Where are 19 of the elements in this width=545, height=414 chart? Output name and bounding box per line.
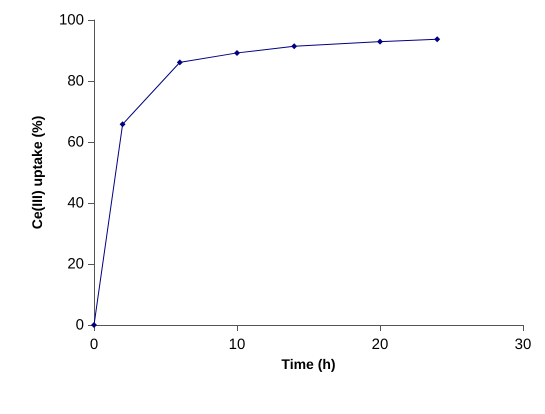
y-tick-label: 20 xyxy=(67,256,84,272)
y-tick-label: 0 xyxy=(76,316,84,334)
point xyxy=(434,36,440,42)
point xyxy=(291,43,298,50)
point xyxy=(234,50,240,56)
y-tick-label: 100 xyxy=(58,12,84,28)
y-axis-title: Ce(III) uptake (%) xyxy=(29,116,45,230)
y-tick-label: 40 xyxy=(67,194,84,212)
x-tick-label: 10 xyxy=(228,336,246,353)
y-tick-label: 60 xyxy=(67,134,84,150)
point xyxy=(91,322,97,328)
point xyxy=(377,38,383,45)
point xyxy=(176,59,183,66)
x-tick-label: 20 xyxy=(372,336,388,353)
x-axis-title: Time (h) xyxy=(281,356,336,372)
y-tick-label: 80 xyxy=(67,72,84,90)
point xyxy=(120,121,126,128)
x-tick-label: 30 xyxy=(514,336,532,353)
x-tick-label: 0 xyxy=(90,336,98,353)
